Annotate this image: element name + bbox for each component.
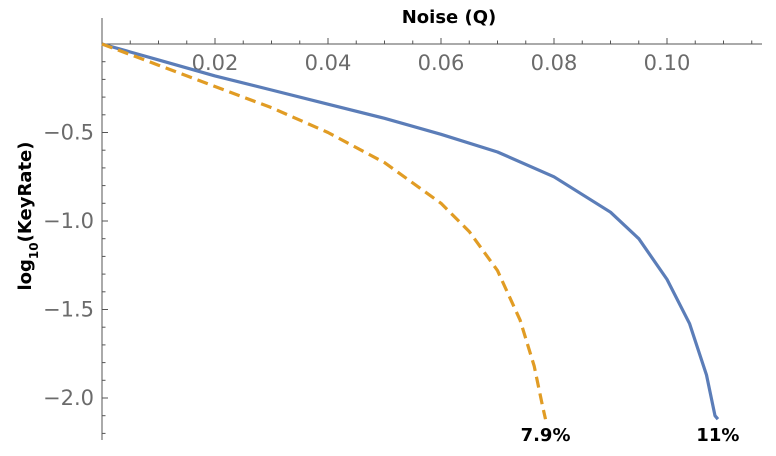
y-axis-title-rest: (KeyRate) — [15, 142, 36, 243]
ticks: 0.02 0.04 0.06 0.08 0.10−0.5−1.0−1.5−2.0 — [43, 38, 753, 434]
labels: Noise (Q) log10(KeyRate) 7.9% 11% — [15, 7, 739, 446]
solid-series-line — [101, 42, 720, 421]
x-tick-label: 0.10 — [644, 51, 691, 75]
series-group — [101, 42, 720, 421]
annotation-label: 11% — [696, 425, 739, 446]
x-tick-label: 0.08 — [531, 51, 578, 75]
x-tick-label: 0.06 — [418, 51, 465, 75]
y-tick-label: −0.5 — [43, 121, 94, 145]
x-axis-title: Noise (Q) — [402, 7, 497, 28]
annotation-label: 7.9% — [521, 425, 571, 446]
y-tick-label: −1.0 — [43, 209, 94, 233]
dashed-series-line — [101, 42, 548, 420]
x-tick-label: 0.04 — [305, 51, 352, 75]
axes — [101, 18, 762, 440]
y-tick-label: −2.0 — [43, 386, 94, 410]
y-axis-title-subscript: 10 — [27, 242, 41, 259]
y-axis-title: log10(KeyRate) — [15, 142, 41, 291]
y-tick-label: −1.5 — [43, 298, 94, 322]
y-axis-title-main: log — [15, 259, 36, 290]
